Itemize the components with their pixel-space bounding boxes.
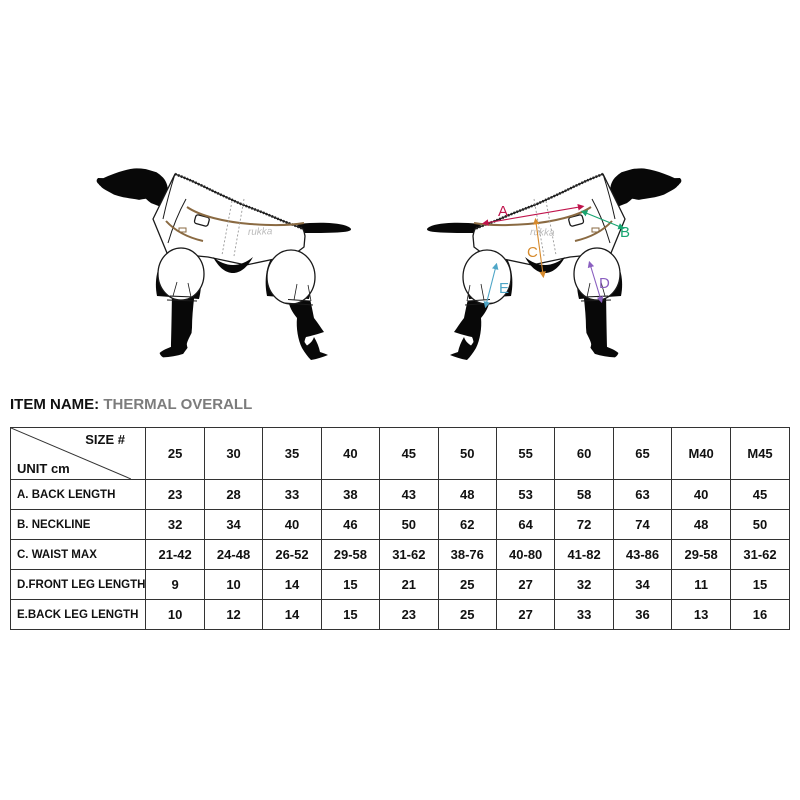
svg-text:D: D bbox=[599, 275, 610, 292]
svg-text:rukka: rukka bbox=[530, 227, 555, 239]
svg-text:A: A bbox=[498, 203, 508, 220]
svg-text:rukka: rukka bbox=[248, 226, 273, 238]
svg-text:B: B bbox=[620, 224, 630, 241]
svg-text:C: C bbox=[527, 244, 538, 261]
svg-text:E: E bbox=[499, 280, 509, 297]
